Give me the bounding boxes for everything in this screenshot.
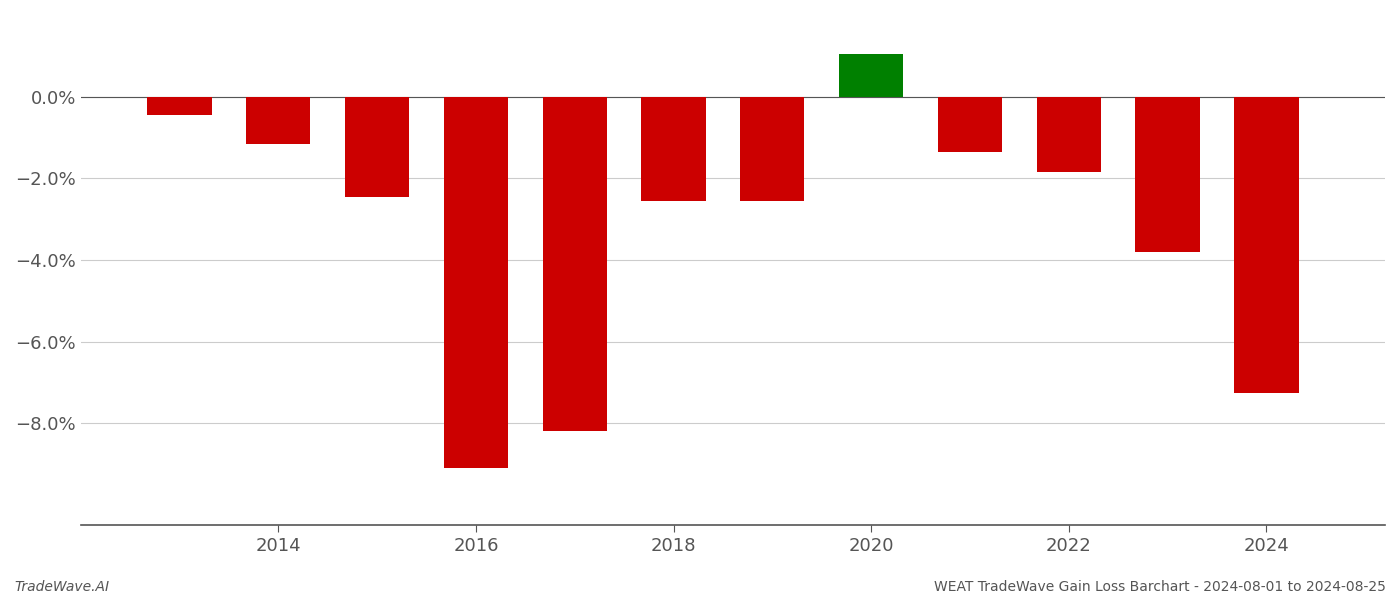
Text: WEAT TradeWave Gain Loss Barchart - 2024-08-01 to 2024-08-25: WEAT TradeWave Gain Loss Barchart - 2024…: [934, 580, 1386, 594]
Text: TradeWave.AI: TradeWave.AI: [14, 580, 109, 594]
Bar: [344, 97, 409, 197]
Bar: [938, 97, 1002, 152]
Bar: [1235, 97, 1299, 392]
Bar: [246, 97, 311, 143]
Bar: [1036, 97, 1100, 172]
Bar: [839, 54, 903, 97]
Bar: [444, 97, 508, 468]
Bar: [641, 97, 706, 201]
Bar: [543, 97, 606, 431]
Bar: [147, 97, 211, 115]
Bar: [1135, 97, 1200, 252]
Bar: [741, 97, 805, 201]
